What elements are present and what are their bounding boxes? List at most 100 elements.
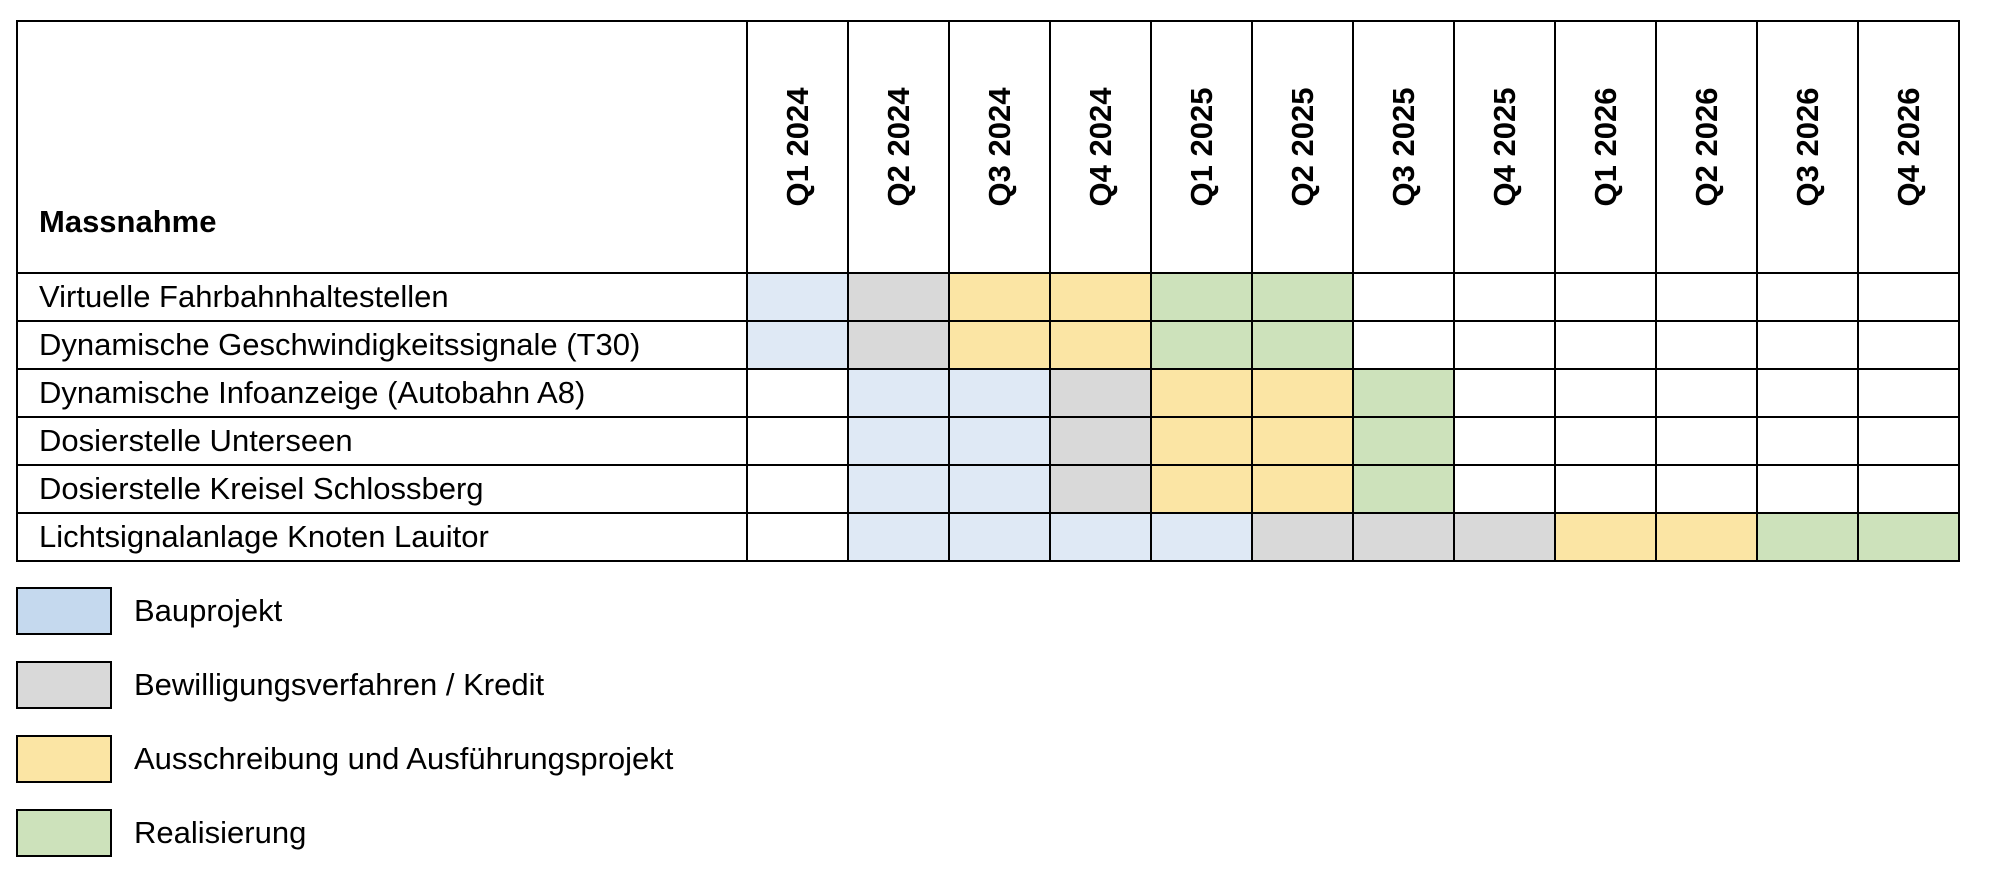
- column-header-quarter: Q1 2024: [746, 20, 849, 274]
- column-header-quarter: Q2 2026: [1655, 20, 1758, 274]
- empty-cell: [1857, 464, 1960, 514]
- phase-cell: [948, 368, 1051, 418]
- phase-cell: [1049, 272, 1152, 322]
- phase-cell: [1655, 512, 1758, 562]
- legend-label: Bewilligungsverfahren / Kredit: [134, 667, 545, 702]
- legend-label: Ausschreibung und Ausführungsprojekt: [134, 741, 674, 776]
- phase-cell: [1049, 464, 1152, 514]
- phase-cell: [847, 272, 950, 322]
- empty-cell: [1655, 464, 1758, 514]
- phase-cell: [1453, 512, 1556, 562]
- measure-name: Dynamische Infoanzeige (Autobahn A8): [16, 368, 748, 418]
- empty-cell: [1352, 272, 1455, 322]
- quarter-label: Q2 2024: [880, 87, 916, 207]
- column-header-quarter: Q4 2024: [1049, 20, 1152, 274]
- measure-name: Virtuelle Fahrbahnhaltestellen: [16, 272, 748, 322]
- phase-cell: [1049, 320, 1152, 370]
- empty-cell: [1554, 272, 1657, 322]
- phase-cell: [1150, 464, 1253, 514]
- phase-cell: [948, 512, 1051, 562]
- phase-cell: [847, 416, 950, 466]
- phase-cell: [948, 272, 1051, 322]
- measure-name: Lichtsignalanlage Knoten Lauitor: [16, 512, 748, 562]
- phase-cell: [1352, 416, 1455, 466]
- phase-cell: [1251, 416, 1354, 466]
- empty-cell: [1756, 272, 1859, 322]
- phase-cell: [1150, 416, 1253, 466]
- quarter-label: Q3 2024: [981, 87, 1017, 207]
- empty-cell: [1453, 464, 1556, 514]
- empty-cell: [1453, 416, 1556, 466]
- measure-name: Dosierstelle Kreisel Schlossberg: [16, 464, 748, 514]
- legend-swatch: [16, 809, 112, 857]
- legend-item: Bauprojekt: [16, 585, 673, 637]
- empty-cell: [1655, 320, 1758, 370]
- header-row: Massnahme Q1 2024 Q2 2024 Q3 2024 Q4 2024 Q1…: [16, 20, 1960, 274]
- legend-item: Realisierung: [16, 807, 673, 859]
- empty-cell: [1453, 272, 1556, 322]
- phase-cell: [847, 464, 950, 514]
- schedule-body: Virtuelle Fahrbahnhaltestellen Dynamische…: [16, 272, 1960, 562]
- measure-name: Dosierstelle Unterseen: [16, 416, 748, 466]
- table-row: Dosierstelle Unterseen: [16, 416, 1960, 466]
- table-row: Virtuelle Fahrbahnhaltestellen: [16, 272, 1960, 322]
- legend-label: Bauprojekt: [134, 593, 283, 628]
- quarter-label: Q1 2025: [1183, 87, 1219, 207]
- table-row: Lichtsignalanlage Knoten Lauitor: [16, 512, 1960, 562]
- column-header-quarter: Q1 2025: [1150, 20, 1253, 274]
- quarter-label: Q3 2025: [1385, 87, 1421, 207]
- phase-cell: [847, 512, 950, 562]
- empty-cell: [746, 512, 849, 562]
- phase-cell: [1352, 464, 1455, 514]
- empty-cell: [1352, 320, 1455, 370]
- empty-cell: [1756, 464, 1859, 514]
- legend-swatch: [16, 661, 112, 709]
- quarter-label: Q3 2026: [1789, 87, 1825, 207]
- table-row: Dynamische Infoanzeige (Autobahn A8): [16, 368, 1960, 418]
- legend: Bauprojekt Bewilligungsverfahren / Kredit…: [16, 585, 673, 881]
- empty-cell: [1857, 272, 1960, 322]
- empty-cell: [1655, 272, 1758, 322]
- phase-cell: [1150, 368, 1253, 418]
- legend-label: Realisierung: [134, 815, 307, 850]
- column-header-massnahme: Massnahme: [16, 20, 748, 274]
- empty-cell: [1756, 416, 1859, 466]
- phase-cell: [1049, 416, 1152, 466]
- legend-item: Bewilligungsverfahren / Kredit: [16, 659, 673, 711]
- empty-cell: [1857, 320, 1960, 370]
- quarter-label: Q2 2025: [1284, 87, 1320, 207]
- phase-cell: [1352, 512, 1455, 562]
- quarter-label: Q1 2024: [779, 87, 815, 207]
- empty-cell: [746, 416, 849, 466]
- phase-cell: [1251, 368, 1354, 418]
- phase-cell: [1049, 512, 1152, 562]
- quarter-label: Q1 2026: [1587, 87, 1623, 207]
- empty-cell: [1554, 416, 1657, 466]
- column-header-quarter: Q3 2026: [1756, 20, 1859, 274]
- empty-cell: [1655, 416, 1758, 466]
- phase-cell: [847, 320, 950, 370]
- quarter-label: Q4 2024: [1082, 87, 1118, 207]
- empty-cell: [1554, 320, 1657, 370]
- schedule-table: Massnahme Q1 2024 Q2 2024 Q3 2024 Q4 2024 Q1…: [16, 20, 1960, 562]
- empty-cell: [1857, 368, 1960, 418]
- phase-cell: [948, 464, 1051, 514]
- table-row: Dosierstelle Kreisel Schlossberg: [16, 464, 1960, 514]
- empty-cell: [1756, 320, 1859, 370]
- column-header-quarter: Q1 2026: [1554, 20, 1657, 274]
- phase-cell: [1150, 272, 1253, 322]
- phase-cell: [1251, 272, 1354, 322]
- phase-cell: [746, 320, 849, 370]
- phase-cell: [948, 416, 1051, 466]
- empty-cell: [1756, 368, 1859, 418]
- empty-cell: [1453, 368, 1556, 418]
- quarter-label: Q4 2026: [1890, 87, 1926, 207]
- phase-cell: [746, 272, 849, 322]
- empty-cell: [1554, 368, 1657, 418]
- phase-cell: [948, 320, 1051, 370]
- phase-cell: [1150, 512, 1253, 562]
- phase-cell: [1857, 512, 1960, 562]
- empty-cell: [1655, 368, 1758, 418]
- legend-swatch: [16, 735, 112, 783]
- phase-cell: [1049, 368, 1152, 418]
